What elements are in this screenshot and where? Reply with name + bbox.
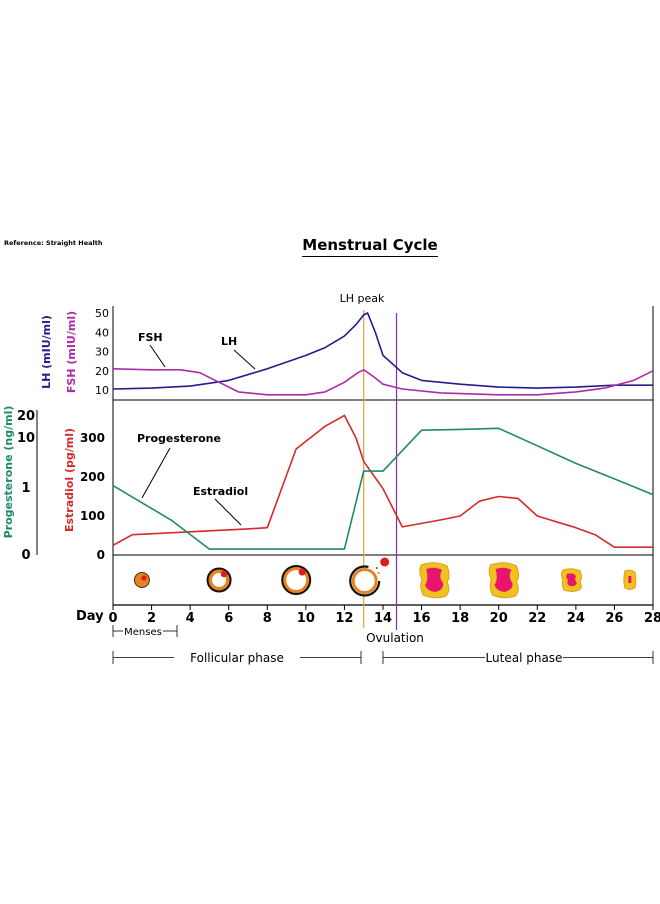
gonadotropin-tick-label: 20 <box>95 365 109 378</box>
estradiol-label-pointer <box>214 498 242 526</box>
estradiol-tick-label: 0 <box>97 548 105 562</box>
follicular-phase-bracket: Follicular phase <box>112 651 362 665</box>
fsh-label-pointer <box>149 344 166 368</box>
lh-series-label: LH <box>221 335 237 348</box>
progesterone-tick-label: 10 <box>17 431 35 446</box>
progesterone-label-pointer <box>141 447 171 499</box>
progesterone-tick-label: 20 <box>17 409 35 424</box>
follicular-phase-label: Follicular phase <box>190 651 284 665</box>
x-tick-label: 22 <box>528 611 546 626</box>
x-tick-label: 6 <box>224 611 233 626</box>
chart-title-text: Menstrual Cycle <box>302 236 438 257</box>
lh-label-pointer <box>233 349 256 370</box>
menses-label: Menses <box>124 627 162 638</box>
progesterone-tick-label: 1 <box>21 481 30 496</box>
estradiol-tick-label: 300 <box>80 431 105 445</box>
estradiol-tick-label: 200 <box>80 470 105 484</box>
x-tick-label: 12 <box>335 611 353 626</box>
fsh-series-label: FSH <box>138 331 163 344</box>
fsh-line <box>112 368 654 396</box>
x-tick-label: 2 <box>147 611 156 626</box>
x-tick-label: 20 <box>490 611 508 626</box>
x-tick-label: 10 <box>297 611 315 626</box>
menses-bracket: Menses <box>112 625 178 638</box>
lh-peak-annotation: LH peak <box>340 292 385 305</box>
x-tick-label: 24 <box>567 611 585 626</box>
follicle-primary-follicle-0 <box>133 572 150 588</box>
progesterone-tick-label: 0 <box>21 548 30 563</box>
estradiol-series-label: Estradiol <box>193 485 248 498</box>
lh-line <box>112 312 653 390</box>
chart-title: Menstrual Cycle <box>0 236 660 257</box>
x-tick-label: 18 <box>451 611 469 626</box>
x-tick-label: 4 <box>186 611 195 626</box>
series-lines <box>112 312 654 550</box>
gonadotropin-tick-label: 40 <box>95 326 109 339</box>
x-tick-label: 8 <box>263 611 272 626</box>
follicle-corpus-albicans-7 <box>623 569 637 590</box>
lh-axis-label: LH (mIU/ml) <box>40 315 53 389</box>
progesterone-line <box>112 427 654 550</box>
estradiol-line <box>112 414 653 549</box>
x-tick-label: 26 <box>605 611 623 626</box>
gonadotropin-tick-label: 10 <box>95 384 109 397</box>
follicle-corpus-luteum-4 <box>419 562 450 599</box>
gonadotropin-tick-label: 50 <box>95 307 109 320</box>
estradiol-axis-label: Estradiol (pg/ml) <box>63 428 76 532</box>
follicle-ovulating-follicle-3 <box>349 557 390 597</box>
x-tick-label: 28 <box>644 611 660 626</box>
cycle-markers: LH peak <box>340 292 398 630</box>
ovulation-label: Ovulation <box>366 631 424 645</box>
reference-note: Reference: Straight Health <box>4 239 103 247</box>
estradiol-tick-label: 100 <box>80 509 105 523</box>
follicle-secondary-follicle-1 <box>206 567 232 593</box>
gonadotropin-tick-label: 30 <box>95 346 109 359</box>
progesterone-series-label: Progesterone <box>137 432 221 445</box>
follicle-regressing-corpus-luteum-6 <box>561 568 582 592</box>
x-tick-label: 14 <box>374 611 392 626</box>
follicle-antral-follicle-2 <box>281 565 312 595</box>
x-axis-label: Day <box>76 609 104 624</box>
follicle-row <box>133 557 637 599</box>
progesterone-axis-label: Progesterone (ng/ml) <box>2 406 15 539</box>
luteal-phase-bracket: Luteal phase <box>382 651 654 665</box>
x-tick-label: 0 <box>108 611 117 626</box>
luteal-phase-label: Luteal phase <box>486 651 563 665</box>
follicle-corpus-luteum-5 <box>488 562 519 599</box>
fsh-axis-label: FSH (mIU/ml) <box>65 311 78 393</box>
x-tick-label: 16 <box>413 611 431 626</box>
